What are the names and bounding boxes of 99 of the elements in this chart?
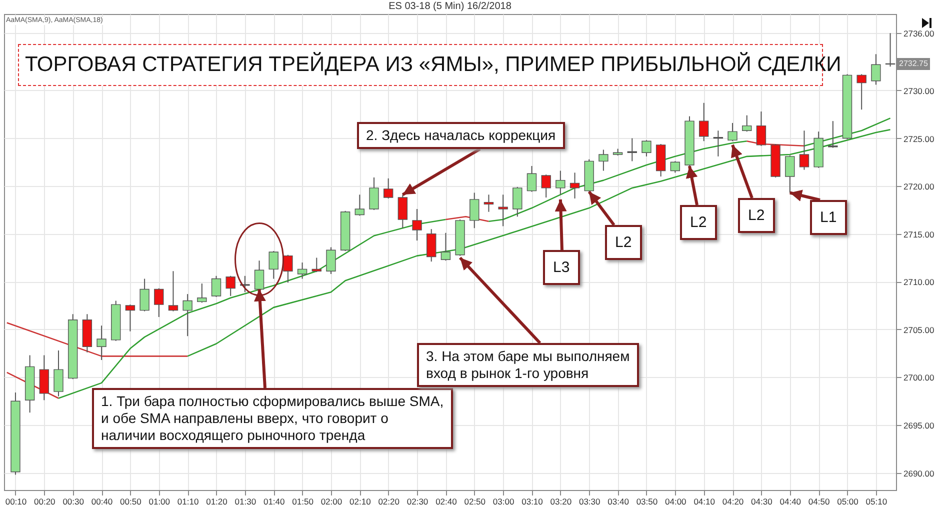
x-tick-label: 02:10 (350, 496, 372, 506)
candlestick (642, 140, 652, 157)
x-tick-label: 01:20 (206, 496, 228, 506)
candlestick (268, 250, 278, 280)
x-tick-label: 01:30 (234, 496, 256, 506)
annotation: L1 (810, 200, 847, 235)
x-tick-label: 02:20 (378, 496, 400, 506)
x-tick-label: 04:00 (665, 496, 687, 506)
annotation: L2 (605, 225, 642, 260)
x-tick-label: 00:10 (5, 496, 27, 506)
candlestick (140, 278, 150, 312)
candlestick (369, 176, 379, 210)
x-tick-label: 04:30 (751, 496, 773, 506)
annotation: 1. Три бара полностью сформировались выше SMA, и обе SMA направлены вверх, что говорит о наличии восходящего рыночного тренда (92, 388, 453, 449)
candlestick (254, 260, 264, 291)
candlestick (512, 186, 522, 218)
x-tick-label: 01:10 (177, 496, 199, 506)
x-tick-label: 05:00 (837, 496, 859, 506)
candlestick (168, 270, 178, 312)
candlestick (541, 174, 551, 198)
candlestick (54, 350, 64, 397)
x-tick-label: 04:40 (780, 496, 802, 506)
y-tick-label: 2690.00 (904, 468, 934, 478)
candlestick (211, 275, 222, 298)
annotation: 2. Здесь началась коррекция (357, 122, 565, 149)
candlestick (154, 288, 164, 318)
y-tick-label: 2720.00 (904, 182, 934, 192)
y-tick-label: 2730.00 (904, 86, 934, 96)
candlestick (297, 262, 308, 280)
candlestick (742, 114, 752, 132)
candlestick (799, 130, 810, 170)
candlestick (197, 283, 207, 304)
candlestick (856, 74, 866, 110)
annotation: L2 (680, 205, 717, 240)
candlestick (182, 294, 192, 337)
x-tick-label: 01:50 (292, 496, 314, 506)
annotation: L2 (738, 198, 775, 233)
candlestick (354, 194, 365, 216)
x-tick-label: 03:20 (550, 496, 572, 506)
candlestick (326, 246, 336, 274)
x-tick-label: 02:30 (406, 496, 428, 506)
candlestick (283, 254, 293, 284)
candlestick (240, 275, 250, 293)
candlestick (470, 192, 480, 229)
x-tick-label: 03:50 (636, 496, 658, 506)
chart-title: ES 03-18 (5 Min) 16/2/2018 (388, 1, 512, 12)
candlestick (125, 304, 136, 332)
x-tick-label: 03:10 (522, 496, 544, 506)
x-tick-label: 02:40 (436, 496, 458, 506)
y-tick-label: 2736.00 (904, 28, 934, 39)
candlestick (756, 110, 766, 146)
x-tick-label: 04:10 (694, 496, 716, 506)
x-tick-label: 02:50 (464, 496, 486, 506)
x-tick-label: 05:10 (866, 496, 888, 506)
candlestick (398, 194, 408, 229)
candlestick (498, 194, 508, 227)
candlestick (728, 122, 738, 142)
x-tick-label: 04:50 (808, 496, 830, 506)
annotation: ТОРГОВАЯ СТРАТЕГИЯ ТРЕЙДЕРА ИЗ «ЯМЫ», ПРИМЕР ПРИБЫЛЬНОЙ СДЕЛКИ (24, 51, 842, 78)
candlestick (312, 257, 322, 273)
candlestick (383, 178, 394, 199)
annotation: 2732.75 (897, 58, 930, 70)
y-tick-label: 2705.00 (904, 324, 934, 335)
candlestick (484, 194, 494, 212)
annotation: 3. На этом баре мы выполняем вход в рынок 1-го уровня (417, 343, 639, 387)
candlestick (226, 275, 236, 296)
x-tick-label: 03:40 (608, 496, 630, 506)
annotation: L3 (543, 250, 580, 285)
y-tick-label: 2700.00 (904, 372, 934, 383)
x-tick-label: 04:20 (722, 496, 744, 506)
x-tick-label: 03:30 (578, 496, 601, 506)
y-tick-label: 2710.00 (904, 277, 934, 288)
x-tick-label: 02:00 (320, 496, 342, 506)
x-tick-label: 01:40 (263, 496, 286, 506)
candlestick (871, 54, 881, 86)
y-tick-label: 2715.00 (904, 229, 934, 240)
x-tick-label: 00:50 (120, 496, 142, 506)
candlestick (670, 160, 680, 174)
candlestick (570, 172, 580, 199)
candlestick (713, 130, 724, 157)
candlestick (828, 120, 838, 148)
candlestick (440, 232, 451, 262)
x-tick-label: 00:30 (62, 496, 84, 506)
candlestick (39, 354, 49, 401)
y-tick-label: 2725.00 (904, 134, 934, 144)
candlestick (556, 170, 566, 196)
x-tick-label: 01:00 (148, 496, 170, 506)
candlestick (627, 138, 637, 162)
x-tick-label: 03:00 (492, 496, 514, 506)
candlestick (412, 208, 422, 242)
y-tick-label: 2695.00 (904, 420, 934, 431)
x-tick-label: 00:40 (91, 496, 113, 506)
candlestick (96, 325, 106, 361)
candlestick (598, 149, 608, 172)
x-tick-label: 00:20 (34, 496, 56, 506)
candlestick (698, 102, 709, 142)
candlestick (526, 165, 537, 192)
candlestick (785, 154, 795, 194)
candlestick (426, 228, 436, 262)
